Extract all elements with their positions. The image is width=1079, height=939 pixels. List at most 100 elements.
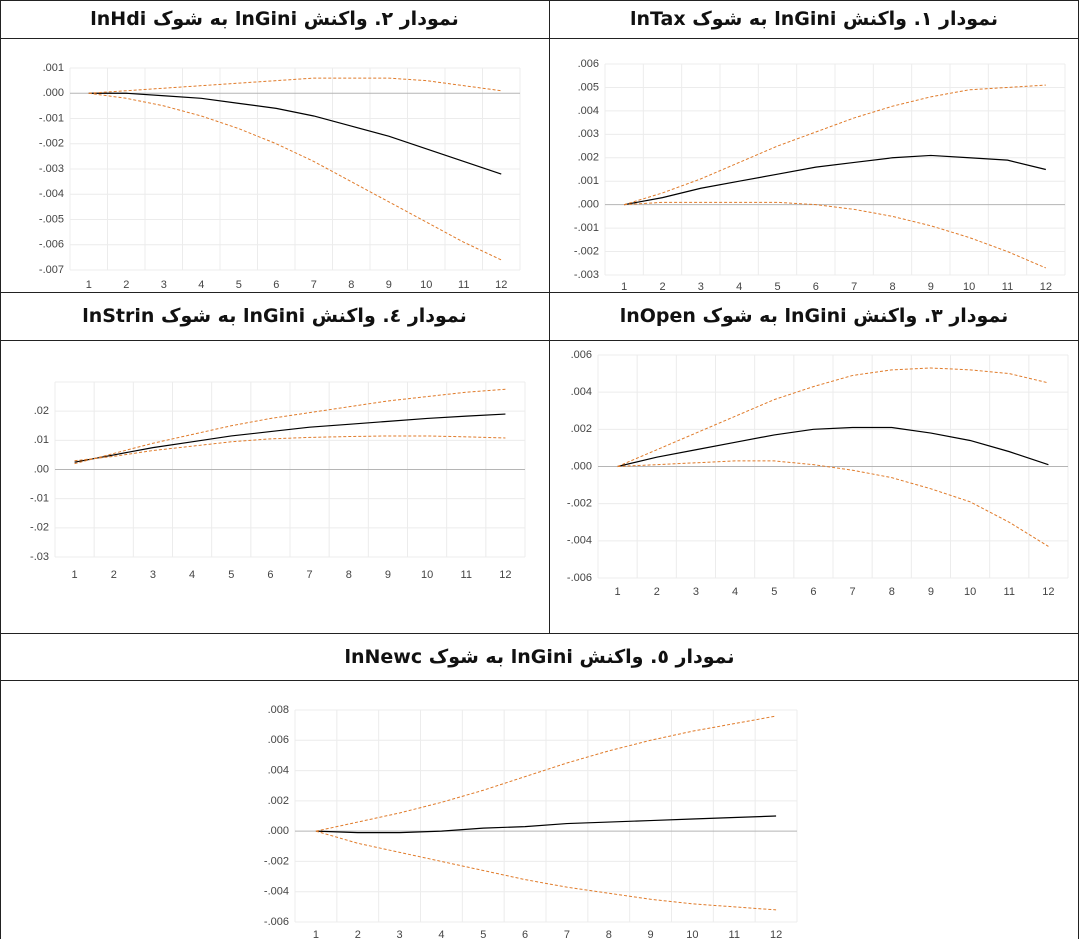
y-tick-label: -.004 — [264, 886, 289, 898]
y-tick-label: .000 — [43, 87, 64, 99]
x-tick-label: 11 — [461, 569, 472, 581]
x-tick-label: 12 — [1040, 281, 1052, 293]
series-line — [624, 84, 1046, 206]
x-tick-label: 10 — [964, 586, 976, 598]
series-line — [617, 426, 1049, 468]
x-tick-label: 12 — [1042, 586, 1054, 598]
y-tick-label: -.004 — [39, 188, 64, 200]
series-line — [617, 460, 1049, 547]
x-tick-label: 2 — [659, 281, 665, 293]
x-tick-label: 11 — [1002, 281, 1013, 293]
y-tick-label: .006 — [571, 349, 592, 361]
x-tick-label: 9 — [928, 586, 934, 598]
x-tick-label: 6 — [273, 279, 279, 291]
x-tick-label: 4 — [198, 279, 204, 291]
y-tick-label: .008 — [268, 704, 289, 716]
y-tick-label: .002 — [571, 423, 592, 435]
y-tick-label: -.005 — [39, 213, 64, 225]
border — [0, 0, 1079, 1]
x-tick-label: 3 — [693, 586, 699, 598]
y-tick-label: -.003 — [39, 163, 64, 175]
y-tick-label: .002 — [268, 795, 289, 807]
y-tick-label: .004 — [268, 764, 289, 776]
x-tick-label: 2 — [123, 279, 129, 291]
y-tick-label: -.01 — [30, 493, 49, 505]
y-tick-label: -.002 — [39, 138, 64, 150]
y-tick-label: .006 — [578, 58, 599, 70]
x-tick-label: 12 — [770, 929, 782, 939]
series-line — [88, 77, 502, 94]
y-tick-label: -.002 — [574, 245, 599, 257]
border — [0, 292, 1079, 293]
y-tick-label: -.003 — [574, 269, 599, 281]
border — [0, 340, 1079, 341]
x-tick-label: 1 — [615, 586, 621, 598]
x-tick-label: 9 — [386, 279, 392, 291]
x-tick-label: 8 — [606, 929, 612, 939]
x-tick-label: 11 — [729, 929, 740, 939]
x-tick-label: 5 — [236, 279, 242, 291]
x-tick-label: 1 — [72, 569, 78, 581]
x-tick-label: 5 — [774, 281, 780, 293]
y-tick-label: .005 — [578, 81, 599, 93]
y-tick-label: .002 — [578, 152, 599, 164]
border — [0, 0, 1, 939]
border — [549, 0, 550, 633]
x-tick-label: 7 — [850, 586, 856, 598]
x-tick-label: 7 — [307, 569, 313, 581]
x-tick-label: 10 — [963, 281, 975, 293]
x-tick-label: 9 — [928, 281, 934, 293]
series-line — [617, 367, 1049, 467]
x-tick-label: 4 — [732, 586, 738, 598]
x-tick-label: 10 — [686, 929, 698, 939]
y-tick-label: -.002 — [264, 855, 289, 867]
y-tick-label: .004 — [578, 105, 599, 117]
y-tick-label: .001 — [43, 62, 64, 74]
y-tick-label: .000 — [268, 825, 289, 837]
x-tick-label: 2 — [355, 929, 361, 939]
x-tick-label: 3 — [397, 929, 403, 939]
x-tick-label: 4 — [736, 281, 742, 293]
y-tick-label: -.006 — [39, 239, 64, 251]
x-tick-label: 2 — [654, 586, 660, 598]
series-line — [74, 388, 506, 465]
x-tick-label: 9 — [648, 929, 654, 939]
series-line — [315, 715, 777, 832]
y-tick-label: -.002 — [567, 498, 592, 510]
x-tick-label: 5 — [480, 929, 486, 939]
x-tick-label: 5 — [771, 586, 777, 598]
x-tick-label: 6 — [810, 586, 816, 598]
x-tick-label: 11 — [458, 279, 469, 291]
series-line — [624, 154, 1046, 206]
y-tick-label: .02 — [34, 405, 49, 417]
series-line — [88, 92, 502, 261]
x-tick-label: 5 — [228, 569, 234, 581]
x-tick-label: 1 — [313, 929, 319, 939]
x-tick-label: 3 — [698, 281, 704, 293]
y-tick-label: -.001 — [574, 222, 599, 234]
y-tick-label: .000 — [578, 199, 599, 211]
x-tick-label: 7 — [564, 929, 570, 939]
x-tick-label: 10 — [421, 569, 433, 581]
y-tick-label: .003 — [578, 128, 599, 140]
x-tick-label: 12 — [495, 279, 507, 291]
y-tick-label: -.03 — [30, 551, 49, 563]
series-line — [88, 92, 502, 175]
x-tick-label: 8 — [348, 279, 354, 291]
series-line — [74, 435, 506, 462]
y-tick-label: -.006 — [567, 572, 592, 584]
series-line — [74, 413, 506, 463]
y-tick-label: .00 — [34, 463, 49, 475]
x-tick-label: 8 — [889, 586, 895, 598]
x-tick-label: 7 — [851, 281, 857, 293]
chart-title: نمودار ٥. واکنش lnGini به شوک lnNewc — [344, 645, 735, 668]
x-tick-label: 10 — [420, 279, 432, 291]
x-tick-label: 4 — [189, 569, 195, 581]
x-tick-label: 3 — [150, 569, 156, 581]
chart-title: نمودار ۱. واکنش lnGini به شوک lnTax — [629, 8, 999, 30]
chart-title: نمودار ۲. واکنش lnGini به شوک lnHdi — [90, 8, 459, 30]
x-tick-label: 3 — [161, 279, 167, 291]
chart-title: نمودار ۳. واکنش lnGini به شوک lnOpen — [619, 305, 1009, 327]
y-tick-label: -.02 — [30, 522, 49, 534]
